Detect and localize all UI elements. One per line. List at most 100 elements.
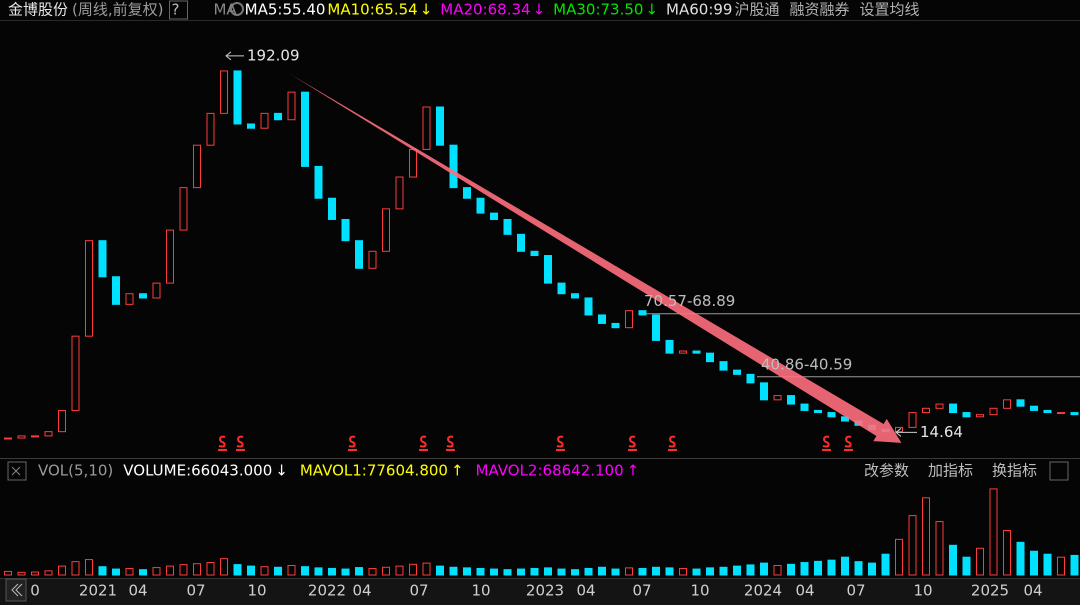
time-label: 10 xyxy=(471,582,490,600)
candle xyxy=(193,144,201,189)
candle xyxy=(719,361,728,371)
volume-bar xyxy=(719,566,728,576)
volume-bar xyxy=(935,521,944,576)
candle xyxy=(989,407,998,416)
signal-marker xyxy=(668,435,677,451)
candle xyxy=(746,373,755,384)
volume-bar xyxy=(530,567,539,576)
volume-bar xyxy=(260,566,269,576)
header-link[interactable]: 融资融券 xyxy=(790,1,850,19)
volume-indicator: VOL(5,10) xyxy=(38,462,113,480)
candle xyxy=(598,314,606,324)
volume-bar xyxy=(436,565,444,576)
time-label: 07 xyxy=(186,582,205,600)
volume-bar xyxy=(395,565,404,576)
vol-icon-mark xyxy=(11,466,21,476)
volume-bar xyxy=(827,559,836,576)
time-label: 10 xyxy=(247,582,266,600)
candle xyxy=(787,395,795,405)
candle xyxy=(571,293,579,299)
time-label: 10 xyxy=(690,582,709,600)
candle xyxy=(274,112,282,121)
volume-value: MAVOL1:77604.800 xyxy=(300,462,448,480)
candle xyxy=(544,255,552,284)
volume-bar xyxy=(895,538,903,576)
indicator-button[interactable]: 加指标 xyxy=(928,462,973,480)
ma-arrow: ↓ xyxy=(420,1,433,19)
candle xyxy=(179,187,188,231)
stock-name: 金博股份 xyxy=(8,1,68,19)
candle xyxy=(31,435,39,438)
volume-bar xyxy=(233,564,242,576)
candle xyxy=(85,240,93,337)
indicator-button[interactable]: 换指标 xyxy=(992,462,1037,480)
volume-bar xyxy=(881,553,890,576)
candle xyxy=(949,403,957,414)
ma-value: MA10:65.54 xyxy=(327,1,417,19)
time-label: 2023 xyxy=(526,582,564,600)
volume-bar xyxy=(220,558,228,576)
candle xyxy=(827,412,836,418)
indicator-button[interactable]: 改参数 xyxy=(864,462,909,480)
time-label: 0 xyxy=(30,582,40,600)
header-link[interactable]: 设置均线 xyxy=(860,1,920,19)
volume-bar xyxy=(98,566,107,576)
volume-bar xyxy=(1030,550,1038,576)
volume-bar xyxy=(584,567,593,576)
volume-bar xyxy=(193,563,201,576)
period-label: (周线,前复权) xyxy=(72,1,163,19)
scroll-button-icon xyxy=(11,583,23,597)
candle xyxy=(773,395,782,401)
overlay: 70.57-68.89 40.86-40.59 192.09 14.64 VOL(5,1… xyxy=(30,46,1042,599)
candle xyxy=(125,293,134,305)
time-label: 04 xyxy=(128,582,147,600)
ma-arrow: ↓ xyxy=(533,1,546,19)
volume-arrow: ↑ xyxy=(451,462,464,480)
volume-value: MAVOL2:68642.100 xyxy=(476,462,624,480)
volume-bar xyxy=(301,566,309,576)
volume-bar xyxy=(328,567,336,576)
candle xyxy=(652,314,660,341)
header-link[interactable]: 沪股通 xyxy=(734,1,779,19)
volume-bar xyxy=(490,568,498,576)
volume-bar xyxy=(773,565,782,576)
settings-icon[interactable] xyxy=(230,2,244,16)
candle xyxy=(517,233,525,252)
candle xyxy=(395,176,404,210)
high-label: 192.09 xyxy=(247,46,300,64)
high-pointer-head xyxy=(225,51,232,61)
volume-bar xyxy=(908,515,917,576)
candle xyxy=(1030,405,1038,411)
volume-bar xyxy=(625,567,633,576)
scroll-button[interactable] xyxy=(5,578,27,602)
volume-bar xyxy=(1016,541,1025,576)
signal-marker xyxy=(446,435,455,451)
candle xyxy=(112,276,120,305)
signal-marker xyxy=(556,435,565,451)
volume-bar xyxy=(463,567,471,576)
volume-bar xyxy=(166,565,174,576)
candle xyxy=(733,369,741,375)
candle xyxy=(152,282,161,299)
expand-icon[interactable] xyxy=(1049,461,1069,481)
volume-bar xyxy=(31,571,39,576)
candle xyxy=(584,297,593,316)
volume-bar xyxy=(679,567,687,576)
volume-bar xyxy=(1057,556,1065,576)
volume-bar xyxy=(976,547,984,576)
candle xyxy=(611,322,620,329)
candle xyxy=(922,407,930,414)
candle xyxy=(247,123,255,129)
candle xyxy=(895,426,903,433)
signal-marker xyxy=(419,435,428,451)
volume-bar xyxy=(422,562,431,576)
time-label: 07 xyxy=(632,582,651,600)
help-mark[interactable]: ? xyxy=(172,1,180,19)
volume-bar xyxy=(476,567,485,576)
signal-marker xyxy=(218,435,227,451)
volume-bar xyxy=(706,567,714,576)
vol-icon[interactable] xyxy=(7,461,27,481)
volume-bar xyxy=(800,562,809,576)
